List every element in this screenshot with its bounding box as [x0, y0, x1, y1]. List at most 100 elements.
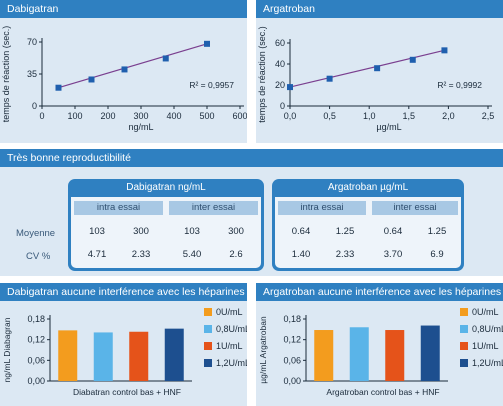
row-label-mean: Moyenne	[16, 228, 56, 239]
table-cell: 103	[89, 226, 105, 237]
legend-label: 1,2U/mL	[472, 358, 503, 368]
y-tick-label: 0,12	[27, 335, 45, 345]
dabigatran-line-chart: 0 100 200 300 400 500 600 0 35 70 R² = 0,9957 ng/mL…	[1, 26, 247, 132]
legend-swatch	[204, 342, 212, 350]
y-tick-label: 0,18	[283, 314, 301, 324]
table-cell: 2.33	[131, 249, 151, 260]
bar	[420, 325, 440, 381]
y-axis-label: temps de réaction (sec.)	[1, 26, 11, 123]
table-cell: 4.71	[87, 249, 107, 260]
x-tick-label: 0,5	[323, 111, 336, 121]
legend-label: 0,8U/mL	[216, 324, 247, 334]
bar	[349, 327, 369, 381]
legend-swatch	[204, 325, 212, 333]
data-point	[204, 40, 210, 47]
reproducibility-header: Très bonne reproductibilité	[0, 149, 503, 167]
argatroban-panel: Argatroban 0,0 0,5 1,0 1,5 2,0 2,5 0 20 40 60 R² =…	[256, 0, 503, 143]
dabigatran-interference-panel: Dabigatran aucune interférence avec les …	[0, 283, 247, 406]
dabigatran-interference-header: Dabigatran aucune interférence avec les …	[0, 283, 247, 301]
argatroban-bar-chart: 0,00 0,06 0,12 0,18 0U/mL 0,8U/mL 1U/mL 1,2U/mL…	[258, 307, 503, 397]
y-tick-label: 0,00	[283, 376, 301, 386]
x-tick-label: 400	[166, 111, 181, 121]
table-cell: 3.70	[383, 249, 403, 260]
table-cell: 300	[133, 226, 149, 237]
legend-swatch	[460, 342, 468, 350]
data-point	[162, 55, 169, 62]
y-tick-label: 60	[275, 38, 285, 48]
x-tick-label: 100	[67, 111, 82, 121]
y-tick-label: 0	[32, 101, 37, 111]
legend-label: 1U/mL	[216, 341, 243, 351]
argatroban-table-title: Argatroban µg/mL	[327, 182, 409, 193]
x-tick-label: 0	[39, 111, 44, 121]
reproducibility-panel: Très bonne reproductibilité Moyenne CV %…	[0, 149, 503, 276]
legend-swatch	[460, 359, 468, 367]
argatroban-interference-header: Argatroban aucune interférence avec les …	[256, 283, 503, 301]
regression-line	[289, 49, 445, 88]
bar	[385, 330, 405, 381]
legend-label: 0U/mL	[472, 307, 499, 317]
y-tick-label: 0,18	[27, 314, 45, 324]
data-point	[409, 56, 416, 63]
data-point	[88, 76, 95, 83]
legend-swatch	[460, 325, 468, 333]
data-point	[287, 84, 293, 91]
argatroban-table-body: intra essai inter essai 0.64 1.25 0.64 1…	[275, 197, 461, 268]
x-tick-label: 2,5	[482, 111, 495, 121]
table-cell: 1.40	[291, 249, 311, 260]
y-tick-label: 0,00	[27, 376, 45, 386]
legend-swatch	[204, 359, 212, 367]
argatroban-line-chart: 0,0 0,5 1,0 1,5 2,0 2,5 0 20 40 60 R² = 0,9992 µg/m…	[257, 26, 495, 132]
y-tick-label: 0,12	[283, 335, 301, 345]
legend-label: 1U/mL	[472, 341, 499, 351]
x-tick-label: 2,0	[442, 111, 455, 121]
y-tick-label: 0,06	[27, 355, 45, 365]
x-tick-label: 200	[100, 111, 115, 121]
x-tick-label: 1,0	[363, 111, 376, 121]
y-tick-label: 20	[275, 80, 285, 90]
row-label-cv: CV %	[26, 251, 51, 262]
legend-swatch	[204, 308, 212, 316]
data-point	[326, 75, 333, 82]
y-tick-label: 40	[275, 59, 285, 69]
x-axis-label: µg/mL	[376, 122, 401, 132]
r-squared-annotation: R² = 0,9992	[437, 80, 482, 90]
y-axis-label: µg/mL Argatroban	[258, 316, 268, 384]
table-cell: 2.6	[229, 249, 243, 260]
data-point	[374, 65, 381, 72]
table-cell: 0.64	[291, 226, 311, 237]
argatroban-table: Argatroban µg/mL intra essai inter essai…	[272, 179, 464, 271]
table-cell: 2.33	[335, 249, 355, 260]
table-cell: 103	[184, 226, 200, 237]
data-point	[121, 66, 128, 73]
bar	[58, 330, 78, 381]
y-axis-label: ng/mL Diabagran	[2, 317, 12, 382]
x-tick-label: 500	[199, 111, 214, 121]
dabigatran-table-title: Dabigatran ng/mL	[126, 182, 206, 193]
y-tick-label: 0	[280, 101, 285, 111]
table-cell: 300	[228, 226, 244, 237]
argatroban-inter-header: inter essai	[372, 201, 458, 215]
x-tick-label: 600	[232, 111, 247, 121]
x-tick-label: 0,0	[284, 111, 297, 121]
table-cell: 1.25	[335, 226, 355, 237]
regression-line	[58, 43, 208, 89]
table-cell: 5.40	[182, 249, 202, 260]
argatroban-interference-panel: Argatroban aucune interférence avec les …	[256, 283, 503, 406]
bar	[129, 331, 149, 381]
argatroban-header: Argatroban	[256, 0, 503, 18]
dabigatran-table-body: intra essai inter essai 103 300 103 300 …	[71, 197, 261, 268]
legend-label: 0,8U/mL	[472, 324, 503, 334]
dabigatran-table: Dabigatran ng/mL intra essai inter essai…	[68, 179, 264, 271]
data-point	[55, 84, 62, 91]
table-cell: 6.9	[430, 249, 444, 260]
legend-swatch	[460, 308, 468, 316]
dabigatran-header: Dabigatran	[0, 0, 247, 18]
x-axis-label: ng/mL	[128, 122, 153, 132]
dabigatran-intra-header: intra essai	[74, 201, 163, 215]
table-cell: 0.64	[383, 226, 403, 237]
legend-label: 0U/mL	[216, 307, 243, 317]
dabigatran-inter-header: inter essai	[169, 201, 258, 215]
bar	[164, 328, 184, 381]
x-tick-label: 300	[133, 111, 148, 121]
